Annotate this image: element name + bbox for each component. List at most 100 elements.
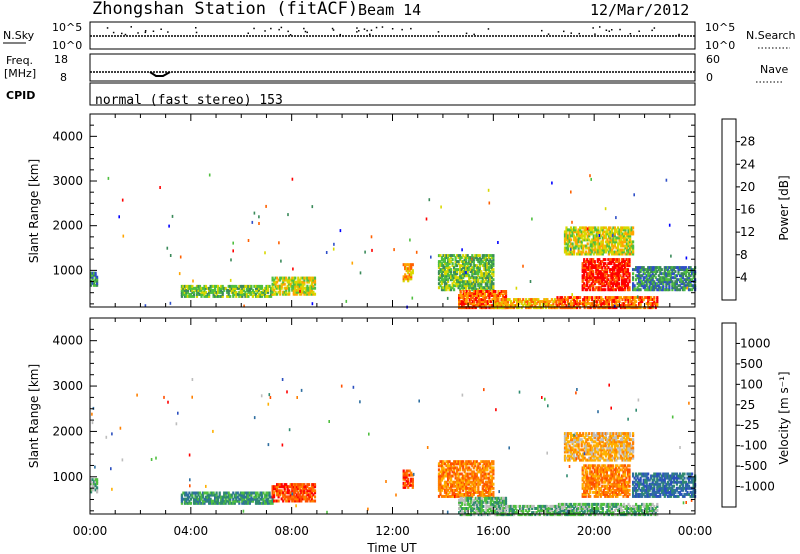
velocity-cell — [563, 440, 567, 444]
velocity-cell — [644, 507, 647, 510]
power-cell — [286, 280, 289, 284]
velocity-cell — [221, 495, 224, 499]
power-cell — [645, 268, 648, 272]
velocity-cell — [566, 434, 570, 438]
velocity-cell — [471, 482, 474, 486]
power-cell — [642, 268, 645, 272]
power-cell — [610, 230, 613, 234]
velocity-cell — [443, 488, 447, 492]
power-cell — [590, 284, 593, 288]
power-cell — [570, 230, 573, 234]
power-cell — [692, 276, 695, 280]
power-cell — [292, 276, 295, 280]
power-cell — [597, 250, 600, 254]
power-cell — [568, 302, 571, 306]
power-cell — [619, 270, 622, 274]
power-cell — [622, 280, 625, 284]
velocity-cell — [263, 499, 267, 503]
power-cell — [526, 300, 529, 304]
power-cell — [465, 262, 468, 266]
velocity-cell — [511, 504, 514, 508]
power-cell — [571, 304, 574, 308]
power-cell — [680, 266, 683, 270]
power-cell — [612, 306, 615, 310]
velocity-cell — [304, 499, 307, 503]
velocity-cell — [303, 497, 306, 501]
velocity-cell — [627, 511, 630, 515]
power-cell — [471, 284, 474, 288]
velocity-cell — [568, 513, 571, 517]
power-cell — [587, 264, 590, 268]
power-cell — [310, 288, 313, 292]
velocity-cell — [461, 511, 464, 515]
velocity-cell — [550, 507, 553, 510]
power-cell — [437, 282, 441, 286]
velocity-cell — [571, 513, 574, 517]
velocity-cell — [478, 468, 481, 472]
power-cell — [592, 244, 595, 248]
power-cell — [613, 272, 616, 276]
nave-label: Nave — [760, 63, 788, 76]
velocity-cell — [235, 495, 238, 499]
power-cell — [265, 284, 268, 288]
power-cell — [279, 292, 282, 296]
power-cell — [500, 290, 503, 293]
nsky-dot — [578, 32, 580, 35]
velocity-cell — [294, 495, 297, 499]
power-cell — [437, 254, 441, 258]
velocity-cell — [408, 473, 411, 477]
power-cell — [651, 268, 654, 272]
power-cell — [448, 266, 451, 270]
power-cell — [459, 264, 462, 268]
power-cell — [579, 230, 582, 234]
power-cell — [606, 298, 609, 302]
velocity-cell — [585, 502, 588, 506]
power-cell — [239, 292, 242, 296]
power-cell — [592, 286, 595, 290]
power-cell — [517, 300, 520, 304]
power-cell — [307, 276, 310, 280]
power-cell — [589, 274, 592, 278]
velocity-cell — [185, 493, 188, 497]
velocity-cell — [288, 491, 291, 495]
velocity-cell — [477, 490, 480, 494]
velocity-cell — [477, 513, 480, 517]
power-cell — [292, 288, 295, 292]
velocity-cell — [197, 497, 200, 501]
velocity-cell — [440, 488, 444, 492]
velocity-cell — [556, 511, 559, 515]
velocity-cell — [461, 507, 464, 510]
velocity-cell — [447, 468, 450, 472]
power-cell — [229, 286, 232, 290]
power-cell — [456, 280, 459, 284]
power-cell — [621, 306, 624, 310]
power-cell — [474, 294, 477, 297]
power-cell — [591, 248, 594, 252]
power-cell — [560, 296, 564, 300]
power-cell — [683, 288, 686, 292]
power-cell — [198, 288, 202, 292]
power-cell — [602, 288, 605, 292]
velocity-cell — [180, 497, 183, 501]
velocity-cell — [286, 485, 289, 489]
power-cell — [600, 228, 603, 232]
power-cell — [633, 302, 636, 306]
power-cell — [627, 236, 630, 240]
power-cell — [538, 302, 541, 306]
power-cell — [586, 242, 589, 246]
velocity-cell — [505, 511, 508, 515]
velocity-cell — [629, 511, 632, 515]
power-cell — [617, 272, 621, 276]
power-cell — [257, 288, 261, 292]
power-cell — [589, 242, 592, 246]
velocity-cell — [570, 507, 573, 510]
power-cell — [600, 302, 603, 306]
velocity-cell — [448, 464, 451, 468]
velocity-cell — [481, 474, 484, 478]
velocity-cell — [468, 462, 471, 466]
power-cell — [570, 226, 573, 230]
power-cell — [182, 288, 185, 292]
power-cell — [189, 284, 192, 288]
velocity-cell — [621, 511, 624, 515]
power-cell — [523, 300, 526, 304]
